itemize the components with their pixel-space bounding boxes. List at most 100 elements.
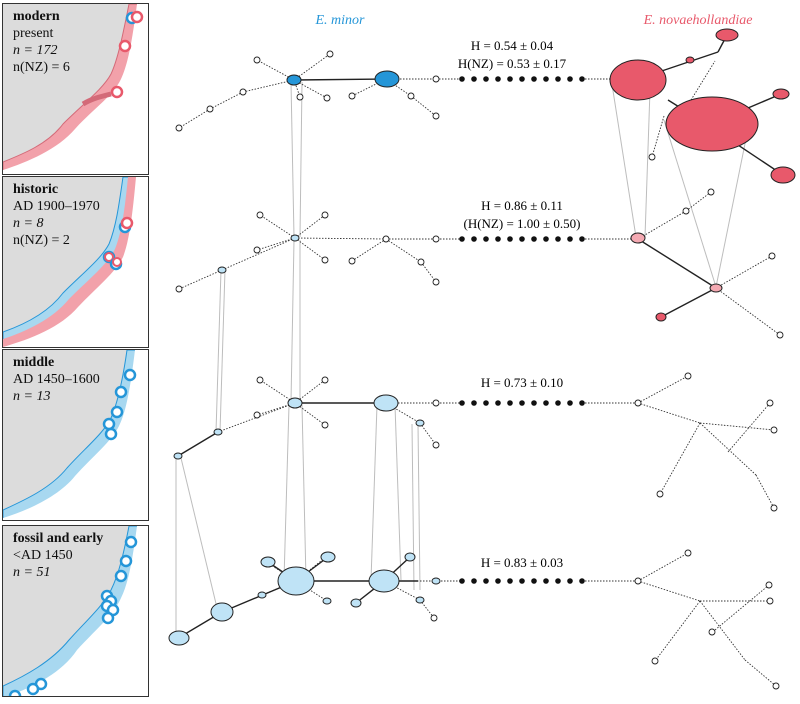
coastline-map-middle	[3, 350, 148, 520]
haplotype-node	[684, 372, 692, 380]
haplotype-node	[430, 614, 438, 622]
diversity-stat: H = 0.54 ± 0.04	[471, 38, 554, 53]
haplotype-node	[709, 283, 723, 293]
haplotype-node	[320, 551, 336, 563]
haplotype-node	[765, 581, 773, 589]
haplotype-node	[766, 399, 774, 407]
diversity-stat-nz: H(NZ) = 0.53 ± 0.17	[458, 56, 567, 71]
map-panel-historic: historic AD 1900–1970 n = 8 n(NZ) = 2	[2, 176, 149, 348]
haplotype-node	[432, 75, 440, 83]
haplotype-node	[432, 399, 440, 407]
haplotype-node	[210, 602, 234, 622]
haplotype-node	[175, 124, 183, 132]
panel-label-fossil: fossil and early <AD 1450 n = 51	[13, 530, 103, 581]
haplotype-node	[770, 166, 796, 184]
haplotype-node	[772, 88, 790, 100]
mutation-steps	[459, 76, 585, 82]
haplotype-node	[651, 657, 659, 665]
diversity-stat: H = 0.73 ± 0.10	[481, 375, 563, 390]
haplotype-node	[685, 56, 695, 64]
haplotype-node	[239, 88, 247, 96]
map-panel-fossil: fossil and early <AD 1450 n = 51	[2, 525, 149, 697]
diversity-stat-nz: (H(NZ) = 1.00 ± 0.50)	[464, 216, 581, 231]
haplotype-node	[634, 399, 642, 407]
haplotype-node	[766, 597, 774, 605]
diversity-stat: H = 0.86 ± 0.11	[481, 198, 563, 213]
haplotype-node	[175, 285, 183, 293]
haplotype-node	[407, 92, 415, 100]
haplotype-node	[321, 256, 329, 264]
panel-nz-sample-size: n(NZ) = 6	[13, 60, 70, 75]
haplotype-node	[432, 441, 440, 449]
haplotype-node	[432, 112, 440, 120]
map-panel-middle: middle AD 1450–1600 n = 13	[2, 349, 149, 521]
haplotype-node	[206, 105, 214, 113]
haplotype-node	[350, 598, 362, 608]
haplotype-node	[770, 504, 778, 512]
haplotype-node	[432, 235, 440, 243]
haplotype-node	[707, 188, 715, 196]
column-header-novae: E. novaehollandiae	[643, 13, 753, 28]
haplotype-node	[634, 577, 642, 585]
network-row-fossil: H = 0.83 ± 0.03	[168, 549, 780, 690]
panel-label-middle: middle AD 1450–1600 n = 13	[13, 354, 100, 405]
coastline-map-modern	[3, 4, 148, 174]
haplotype-node	[323, 94, 331, 102]
haplotype-node	[772, 682, 780, 690]
panel-label-historic: historic AD 1900–1970 n = 8 n(NZ) = 2	[13, 181, 100, 249]
panel-title: fossil and early	[13, 531, 104, 546]
haplotype-node	[257, 591, 267, 599]
haplotype-node	[655, 312, 667, 322]
haplotype-node	[609, 59, 667, 101]
panel-title: modern	[13, 9, 60, 24]
haplotype-node	[432, 278, 440, 286]
haplotype-node	[290, 234, 300, 242]
coastline-map-fossil	[3, 526, 148, 696]
haplotype-node	[417, 258, 425, 266]
haplotype-node	[715, 28, 739, 42]
haplotype-node	[277, 566, 315, 596]
panel-period: <AD 1450	[13, 548, 73, 563]
panel-period: AD 1450–1600	[13, 372, 100, 387]
panel-title: historic	[13, 182, 59, 197]
haplotype-node	[173, 452, 183, 460]
haplotype-node	[326, 50, 334, 58]
haplotype-node	[260, 556, 276, 568]
haplotype-node	[682, 207, 690, 215]
haplotype-node	[253, 411, 261, 419]
haplotype-node	[217, 266, 227, 274]
map-panel-modern: modern present n = 172 n(NZ) = 6	[2, 3, 149, 175]
haplotype-node	[770, 426, 778, 434]
haplotype-node	[168, 630, 190, 646]
haplotype-node	[348, 92, 356, 100]
network-row-middle: H = 0.73 ± 0.10	[173, 372, 778, 512]
panel-period: present	[13, 26, 54, 41]
haplotype-node	[665, 96, 759, 152]
haplotype-node	[648, 153, 656, 161]
panel-period: AD 1900–1970	[13, 199, 100, 214]
network-row-modern: H = 0.54 ± 0.04 H(NZ) = 0.53 ± 0.17	[175, 28, 796, 184]
haplotype-node	[321, 421, 329, 429]
haplotype-node	[776, 331, 784, 339]
panel-title: middle	[13, 355, 55, 370]
haplotype-node	[256, 376, 264, 384]
haplotype-node	[322, 597, 332, 605]
haplotype-node	[368, 569, 400, 593]
network-row-historic: H = 0.86 ± 0.11 (H(NZ) = 1.00 ± 0.50)	[175, 188, 784, 339]
haplotype-node	[348, 257, 356, 265]
panel-label-modern: modern present n = 172 n(NZ) = 6	[13, 8, 70, 76]
column-header-minor: E. minor	[315, 13, 366, 28]
haplotype-node	[253, 246, 261, 254]
time-slice-connectors	[175, 77, 750, 636]
haplotype-node	[286, 74, 302, 86]
haplotype-node	[321, 211, 329, 219]
haplotype-node	[404, 552, 416, 562]
haplotype-node	[373, 394, 399, 412]
haplotype-node	[630, 232, 646, 244]
panel-sample-size: n = 8	[13, 216, 44, 231]
haplotype-node	[253, 56, 261, 64]
diversity-stat: H = 0.83 ± 0.03	[481, 555, 563, 570]
panel-sample-size: n = 172	[13, 43, 58, 58]
haplotype-node	[656, 490, 664, 498]
